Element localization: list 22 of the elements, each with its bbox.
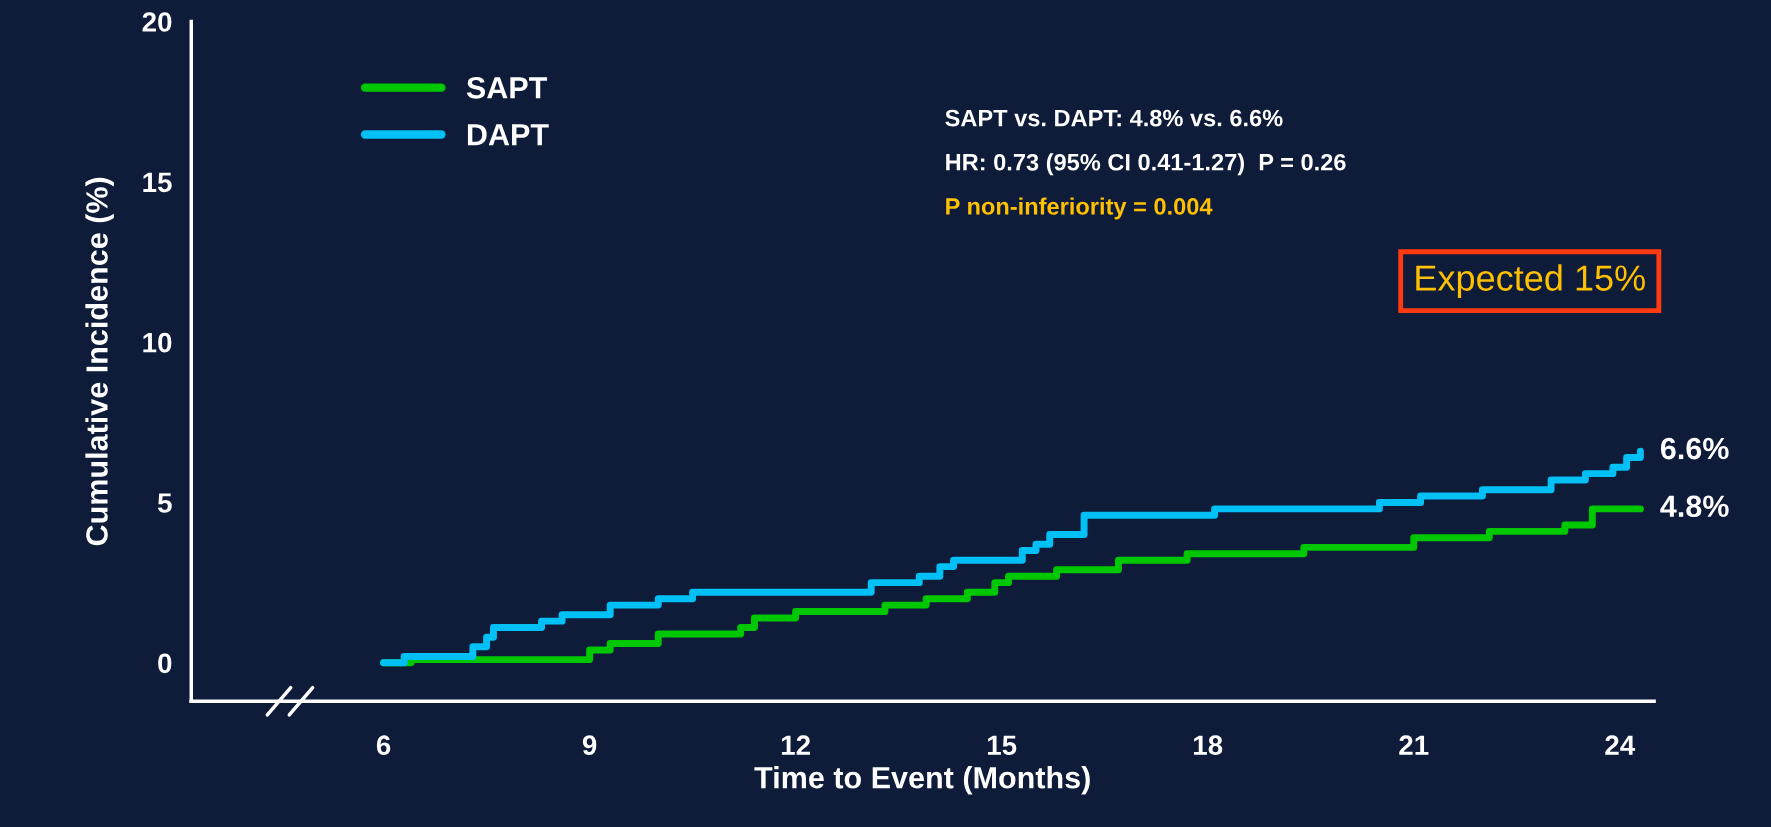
x-tick-label: 24 [1605,735,1636,755]
x-tick-label: 12 [781,735,810,755]
annotation: 4.8% [1660,495,1729,518]
x-axis-title: Time to Event (Months) [754,766,1090,795]
y-tick-label: 10 [143,332,172,353]
y-tick-label: 5 [157,493,172,513]
x-tick-label: 6 [376,735,391,756]
x-tick-label: 18 [1194,735,1223,756]
annotation: P non-inferiority = 0.004 [946,197,1213,220]
annotation: SAPT vs. DAPT: 4.8% vs. 6.6% [945,109,1283,127]
annotation: 6.6% [1660,437,1729,460]
annotation: HR: 0.73 (95% CI 0.41-1.27) P = 0.26 [946,153,1346,176]
y-tick-label: 0 [158,653,172,674]
y-tick-label: 15 [143,172,172,193]
x-tick-label: 21 [1399,735,1429,755]
legend-label: DAPT [467,124,549,146]
x-tick-label: 9 [582,735,597,756]
legend-label: SAPT [466,77,548,99]
y-tick-label: 20 [142,12,172,32]
y-axis-title: Cumulative Incidence (%) [85,177,114,546]
annotation: Expected 15% [1416,264,1645,299]
x-tick-label: 15 [987,735,1017,756]
